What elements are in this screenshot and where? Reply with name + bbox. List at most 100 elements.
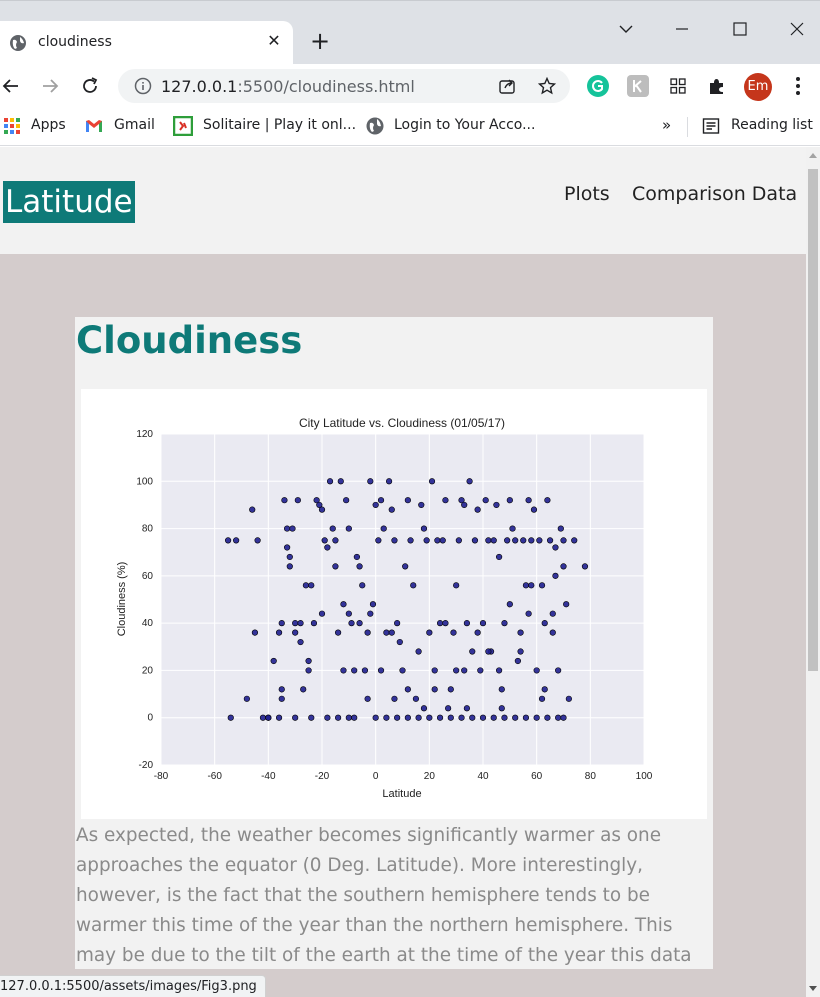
back-arrow-icon[interactable]: [0, 75, 22, 97]
more-bookmarks-chevron[interactable]: »: [662, 116, 672, 134]
nav-link-plots[interactable]: Plots: [564, 183, 610, 205]
data-point: [426, 714, 433, 721]
data-point: [530, 506, 538, 513]
data-point: [453, 582, 460, 589]
data-point: [348, 620, 355, 627]
data-point: [324, 714, 331, 721]
bookmarks-bar: Apps Gmail Solitaire | Play it onl... Lo…: [0, 108, 820, 146]
data-point: [281, 497, 288, 504]
data-point: [391, 695, 398, 702]
tab-cloudiness[interactable]: cloudiness ✕: [0, 21, 293, 65]
site-brand[interactable]: Latitude: [3, 181, 135, 223]
menu-kebab-icon[interactable]: [790, 74, 806, 98]
data-point: [367, 610, 374, 617]
data-point: [310, 620, 318, 627]
vertical-scrollbar[interactable]: [806, 147, 820, 997]
close-window-icon[interactable]: [785, 17, 809, 41]
data-point: [251, 629, 259, 636]
data-point: [463, 620, 471, 627]
bookmark-star-icon[interactable]: [537, 76, 557, 95]
data-point: [388, 629, 395, 636]
y-axis-label: Cloudiness (%): [116, 562, 128, 637]
data-point: [458, 714, 465, 721]
data-point: [345, 714, 352, 721]
bookmark-solitaire[interactable]: Solitaire | Play it onl...: [203, 117, 357, 133]
data-point: [528, 537, 535, 544]
data-point: [560, 714, 567, 721]
globe-icon: [365, 116, 385, 136]
data-point: [324, 544, 331, 551]
close-tab-icon[interactable]: ✕: [267, 31, 281, 50]
url-text[interactable]: 127.0.0.1:5500/cloudiness.html: [161, 77, 415, 96]
data-point: [560, 537, 567, 544]
share-icon[interactable]: [498, 77, 516, 95]
address-bar[interactable]: 127.0.0.1:5500/cloudiness.html: [118, 69, 570, 103]
bookmark-login[interactable]: Login to Your Acco...: [394, 117, 536, 133]
x-tick-label: 80: [585, 771, 597, 782]
data-point: [407, 537, 414, 544]
data-point: [286, 553, 293, 561]
extensions-puzzle-icon[interactable]: [706, 75, 728, 97]
data-point: [394, 714, 401, 721]
data-point: [297, 620, 304, 627]
bookmark-gmail[interactable]: Gmail: [114, 117, 155, 133]
data-point: [329, 525, 336, 532]
data-point: [498, 686, 505, 693]
apps-grid-icon: [2, 116, 22, 136]
data-point: [332, 537, 339, 544]
data-point: [436, 620, 444, 627]
extension-grid-icon[interactable]: [667, 75, 689, 97]
data-point: [571, 537, 578, 544]
data-point: [335, 714, 342, 721]
minimize-icon[interactable]: [670, 17, 694, 41]
nav-link-comparison-data[interactable]: Comparison Data: [632, 183, 798, 205]
data-point: [466, 478, 473, 485]
scroll-down-arrow-icon[interactable]: [809, 986, 817, 991]
x-tick-label: -60: [207, 771, 222, 782]
data-point: [506, 497, 513, 504]
profile-avatar[interactable]: Em: [744, 73, 772, 101]
tab-search-chevron-icon[interactable]: [614, 17, 638, 41]
data-point: [506, 601, 513, 608]
data-point: [538, 695, 546, 702]
scatter-chart: -80 -60 -40 -20 0 20 40 60 80 100 -20 0 20 40 60 80 100…: [116, 416, 653, 800]
data-point: [536, 537, 543, 544]
grammarly-icon[interactable]: [587, 75, 609, 97]
x-tick-label: -40: [261, 771, 276, 782]
figure-image[interactable]: -80 -60 -40 -20 0 20 40 60 80 100 -20 0 20 40 60 80 100…: [81, 389, 707, 819]
chart-title: City Latitude vs. Cloudiness (01/05/17): [299, 416, 505, 430]
data-point: [410, 582, 417, 589]
data-point: [504, 537, 511, 544]
scroll-up-arrow-icon[interactable]: [809, 153, 817, 158]
bookmark-apps[interactable]: Apps: [31, 117, 66, 133]
data-point: [364, 695, 371, 702]
data-point: [469, 714, 476, 721]
data-point: [300, 686, 307, 693]
site-info-icon[interactable]: [134, 77, 152, 95]
data-point: [404, 686, 411, 693]
x-tick-label: 60: [531, 771, 543, 782]
scrollbar-thumb[interactable]: [808, 169, 818, 671]
x-tick-label: 100: [636, 771, 653, 782]
new-tab-button[interactable]: +: [309, 27, 331, 55]
data-point: [286, 563, 293, 570]
gmail-icon: [84, 116, 104, 136]
data-point: [541, 686, 548, 693]
reading-list-button[interactable]: Reading list: [731, 117, 813, 133]
extension-k-icon[interactable]: [627, 75, 649, 97]
data-point: [305, 657, 312, 665]
y-tick-label: 100: [136, 476, 153, 487]
data-point: [469, 648, 476, 655]
url-host: 127.0.0.1: [161, 77, 238, 96]
data-point: [458, 497, 465, 504]
data-point: [326, 478, 334, 485]
data-point: [544, 714, 551, 721]
reload-icon[interactable]: [79, 75, 101, 97]
data-point: [275, 714, 283, 721]
data-point: [372, 501, 379, 509]
bookmark-divider: [687, 117, 688, 137]
data-point: [297, 638, 304, 646]
forward-arrow-icon[interactable]: [39, 75, 61, 97]
maximize-icon[interactable]: [728, 17, 752, 41]
data-point: [292, 714, 299, 721]
